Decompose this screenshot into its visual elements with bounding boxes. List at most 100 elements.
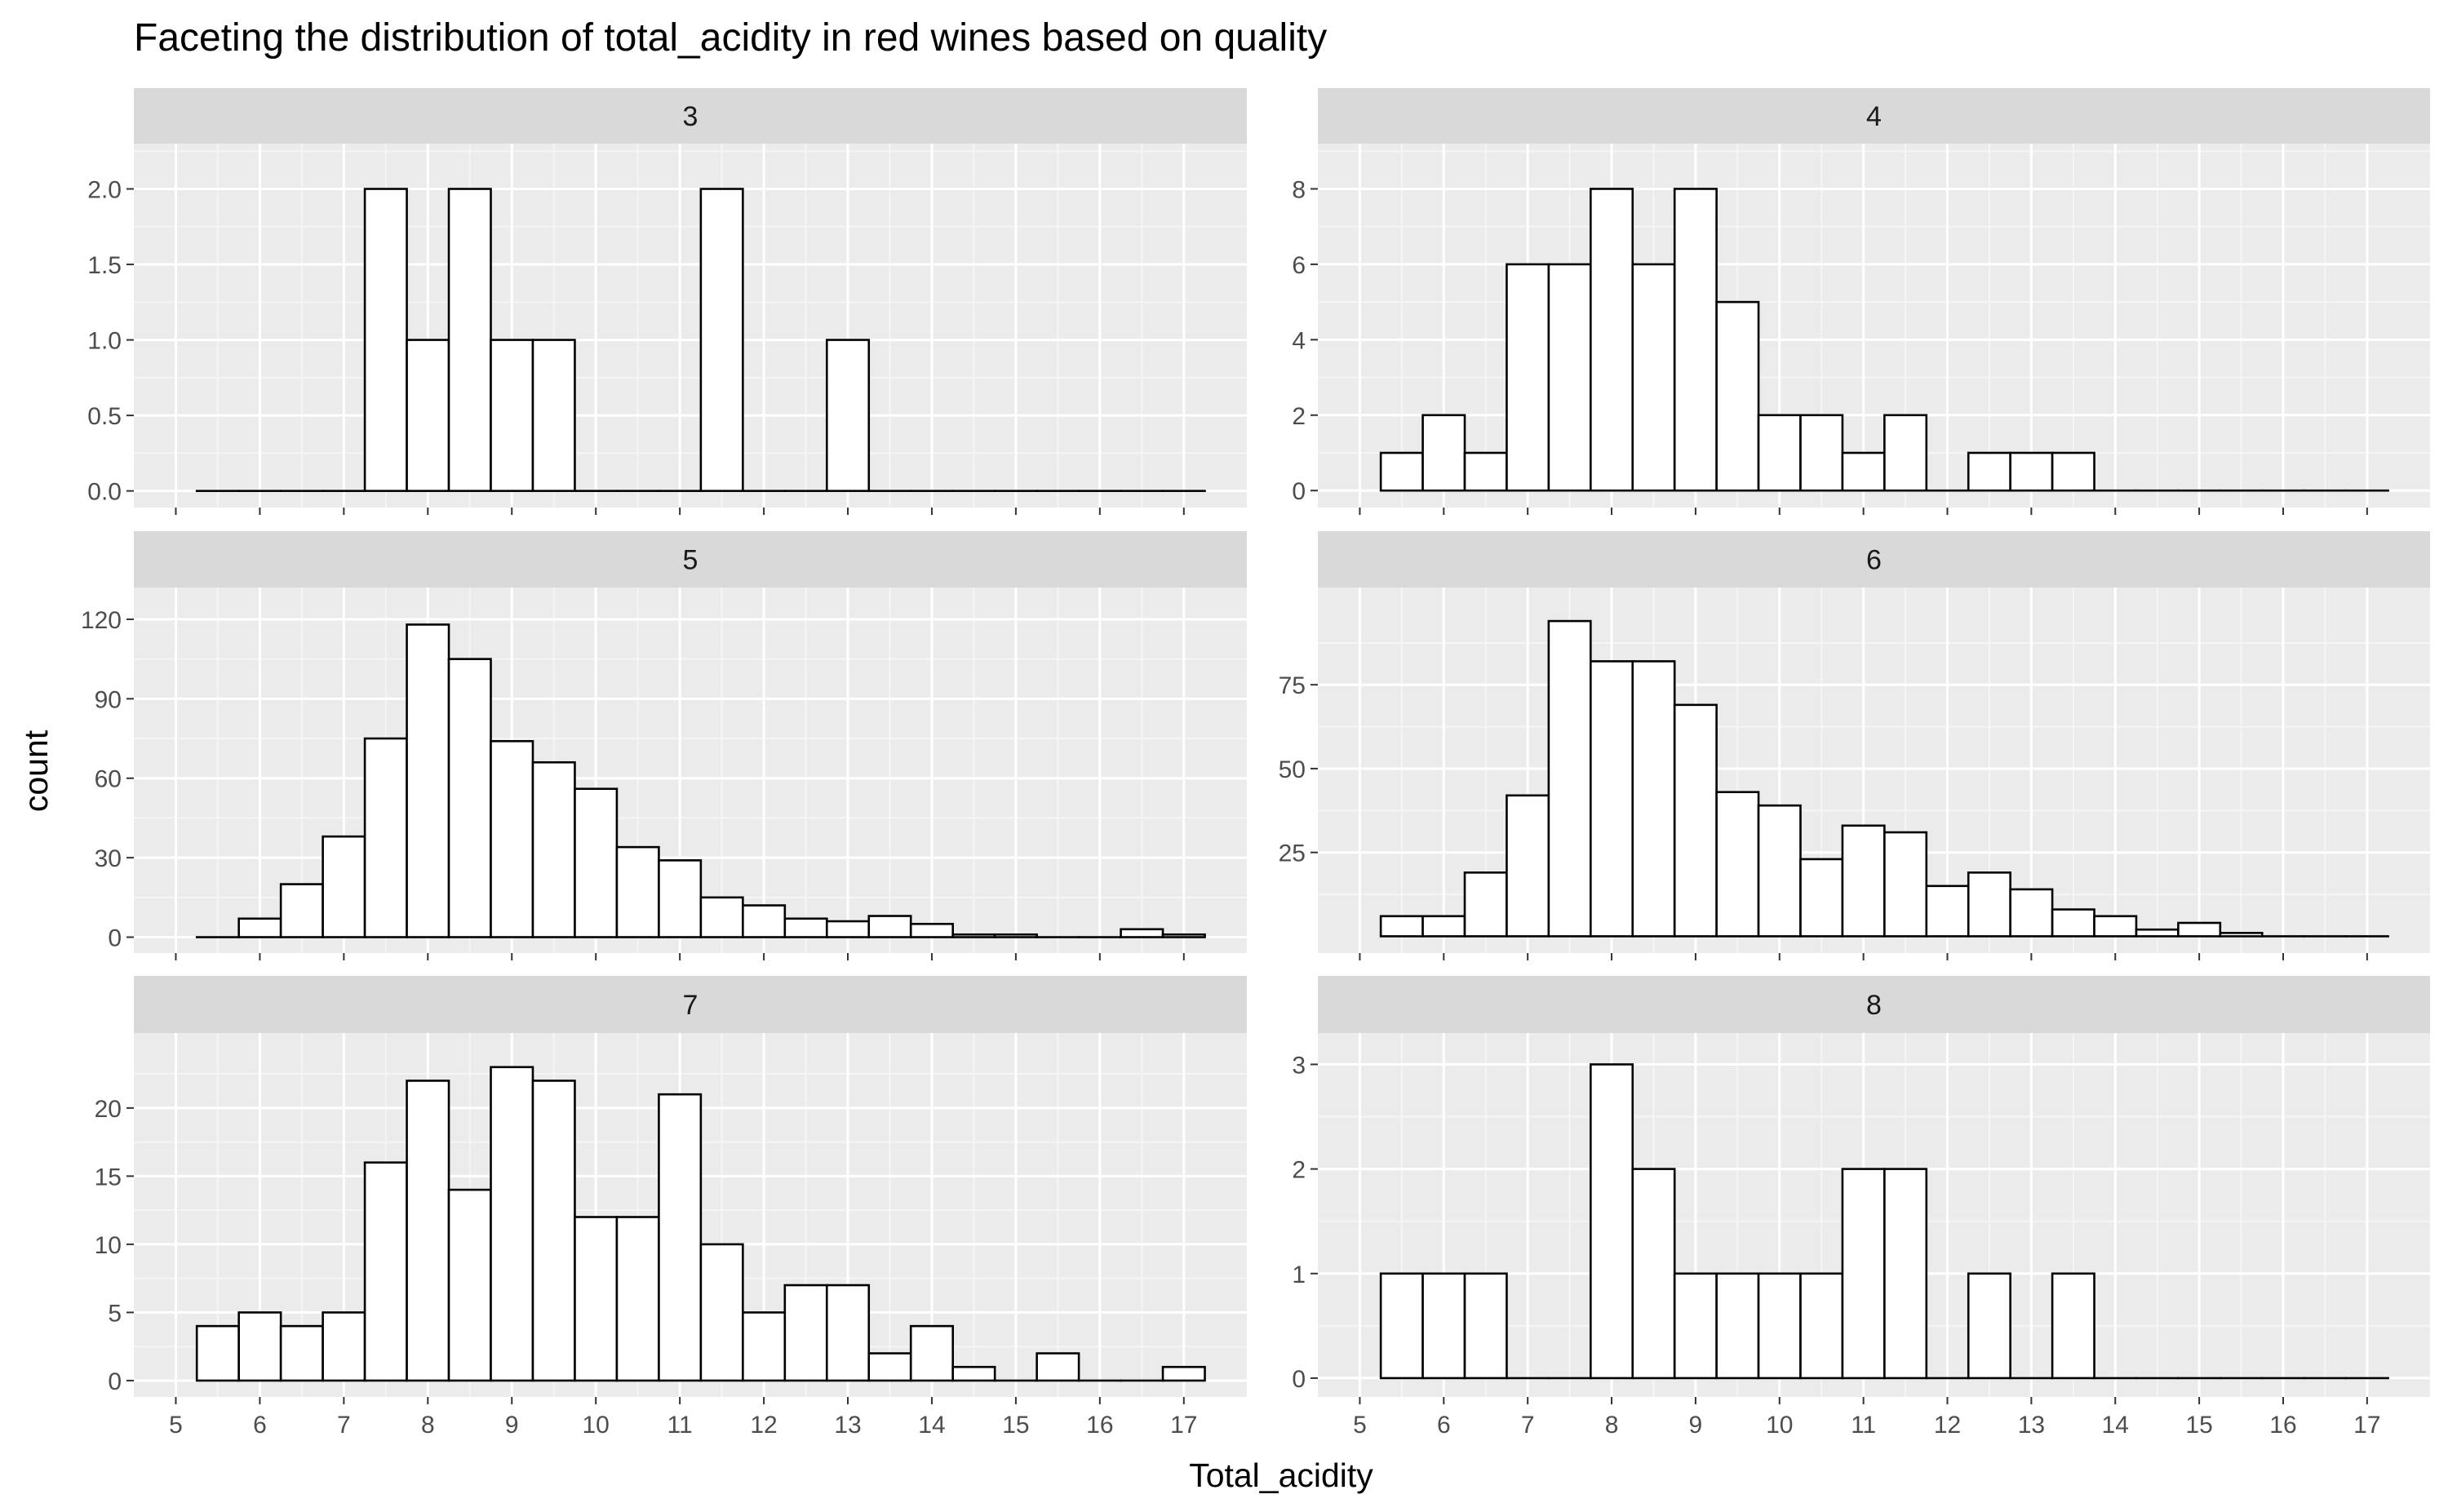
facets-layer: 30.00.51.01.52.0402468503060901206255075… [81, 88, 2430, 1439]
histogram-bar [1506, 794, 1550, 938]
x-axis-label: Total_acidity [1189, 1457, 1373, 1494]
x-tick-label: 8 [421, 1412, 435, 1439]
histogram-bar [1883, 1168, 1928, 1380]
facet-panel-3: 3 0.0 0.5 1.0 1.5 2.0 [87, 88, 1247, 515]
histogram-bar [406, 1080, 450, 1382]
facet-strip-label: 8 [1866, 990, 1882, 1021]
histogram-bar [531, 339, 576, 492]
histogram-bar [783, 1284, 828, 1382]
histogram-bar [1379, 1272, 1424, 1380]
histogram-bar [1883, 414, 1928, 492]
histogram-bar [1757, 1272, 1802, 1380]
y-tick-label: 1 [1292, 1261, 1306, 1288]
facet-strip [1318, 88, 2430, 144]
y-tick-label: 60 [95, 766, 122, 793]
histogram-bar [951, 933, 996, 938]
x-tick-label: 10 [1766, 1412, 1793, 1439]
histogram-bar [1841, 1168, 1886, 1380]
histogram-bar [2051, 908, 2095, 938]
histogram-bar [951, 1365, 996, 1382]
histogram-bar [909, 1324, 954, 1382]
histogram-bar [1715, 1272, 1760, 1380]
histogram-bar [1421, 414, 1466, 492]
histogram-bar [1379, 915, 1424, 938]
histogram-bar [237, 1311, 282, 1382]
histogram-bar [1841, 824, 1886, 938]
histogram-bar [1036, 1352, 1080, 1382]
y-tick-label: 2.0 [87, 177, 122, 204]
y-tick-label: 120 [81, 607, 122, 634]
histogram-bar [322, 1311, 366, 1382]
facet-panel-6: 6 25 50 75 [1279, 531, 2430, 960]
y-tick-label: 2 [1292, 1157, 1306, 1184]
histogram-bar [2093, 915, 2138, 938]
histogram-bar [1673, 1272, 1718, 1380]
histogram-bar [1925, 885, 1970, 938]
x-tick-label: 13 [2018, 1412, 2045, 1439]
histogram-bar [1715, 300, 1760, 492]
histogram-bar [1421, 915, 1466, 938]
x-tick-label: 14 [2102, 1412, 2129, 1439]
histogram-bar [447, 1188, 492, 1382]
histogram-bar [783, 917, 828, 938]
histogram-bar [1799, 1272, 1844, 1380]
y-tick-label: 3 [1292, 1052, 1306, 1079]
histogram-bar [825, 1284, 871, 1382]
x-tick-label: 6 [1437, 1412, 1451, 1439]
facet-strip-label: 7 [683, 990, 698, 1021]
histogram-bar [615, 845, 660, 938]
histogram-bar [2177, 921, 2222, 938]
histogram-bar [1799, 858, 1844, 938]
y-axis-label: count [17, 729, 55, 812]
y-tick-label: 75 [1279, 672, 1306, 699]
y-tick-label: 0 [1292, 478, 1306, 505]
histogram-bar [867, 915, 912, 938]
x-tick-label: 16 [2269, 1412, 2296, 1439]
histogram-bar [279, 883, 324, 938]
histogram-bar [1463, 1272, 1508, 1380]
histogram-bar [279, 1324, 324, 1382]
histogram-bar [447, 658, 492, 938]
histogram-bar [909, 922, 954, 938]
histogram-bar [1463, 871, 1508, 938]
y-tick-label: 0.5 [87, 403, 122, 430]
facet-panel-5: 5 0 30 60 90 120 [81, 531, 1247, 960]
histogram-bar [2219, 932, 2264, 938]
histogram-bar [447, 188, 492, 492]
y-tick-label: 4 [1292, 327, 1306, 354]
histogram-bar [1673, 703, 1718, 938]
y-tick-label: 1.5 [87, 252, 122, 279]
y-tick-label: 5 [108, 1300, 122, 1327]
histogram-bar [574, 1216, 619, 1382]
y-tick-label: 25 [1279, 840, 1306, 867]
histogram-bar [993, 933, 1038, 938]
histogram-bar [1547, 263, 1592, 492]
histogram-bar [1967, 451, 2011, 492]
facet-strip [134, 88, 1247, 144]
y-tick-label: 2 [1292, 403, 1306, 430]
x-tick-label: 6 [253, 1412, 267, 1439]
histogram-bar [2051, 451, 2095, 492]
histogram-bar [2135, 928, 2180, 938]
histogram-bar [574, 787, 619, 938]
x-tick-label: 5 [169, 1412, 183, 1439]
y-tick-label: 0 [1292, 1366, 1306, 1393]
histogram-bar [867, 1352, 912, 1382]
histogram-bar [1967, 1272, 2011, 1380]
x-tick-label: 15 [2185, 1412, 2212, 1439]
histogram-bar [1421, 1272, 1466, 1380]
histogram-bar [363, 188, 408, 492]
histogram-bar [363, 1161, 408, 1382]
histogram-bar [699, 1243, 744, 1382]
histogram-bar [1673, 188, 1718, 492]
x-tick-label: 5 [1353, 1412, 1367, 1439]
histogram-bar [742, 1311, 787, 1382]
histogram-bar [490, 339, 534, 492]
panel-background [1318, 144, 2430, 508]
facet-strip-label: 3 [683, 101, 698, 132]
histogram-bar [658, 1093, 703, 1382]
x-tick-label: 16 [1086, 1412, 1113, 1439]
facet-panel-4: 4 0 2 4 6 8 [1292, 88, 2430, 515]
y-tick-label: 0 [108, 925, 122, 952]
